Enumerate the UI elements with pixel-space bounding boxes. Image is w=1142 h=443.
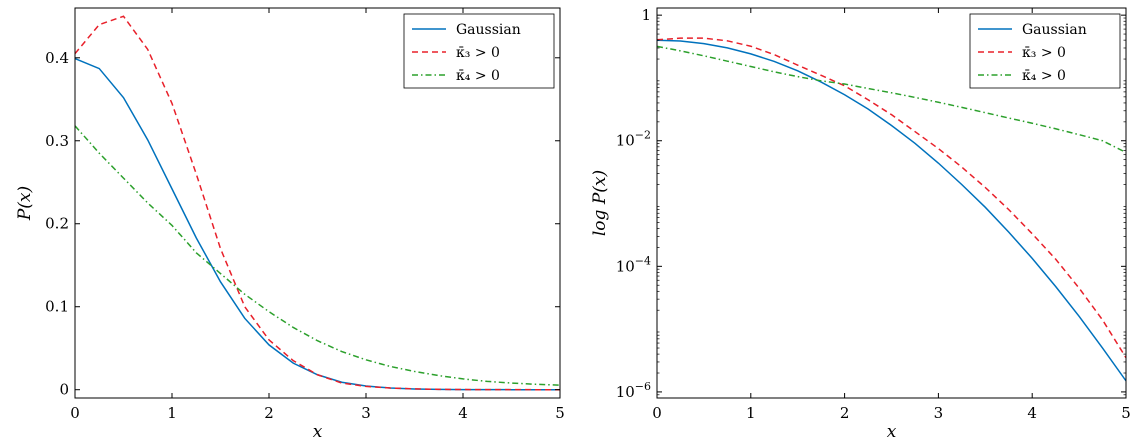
x-tick-label: 1 xyxy=(746,404,756,422)
plot-frame xyxy=(74,7,561,399)
y-tick-label: 0 xyxy=(59,381,69,399)
x-tick-label: 3 xyxy=(934,404,944,422)
legend: Gaussian κ̄₃ > 0 κ̄₄ > 0 xyxy=(403,13,555,89)
y-tick-label: 1 xyxy=(641,6,651,24)
x-tick-label: 0 xyxy=(70,404,80,422)
y-tick-label: 10−4 xyxy=(616,254,651,275)
chart-panel-1: 0 1 2 3 4 5 0 0.1 0.2 0.3 0.4 x P(x) Gaussian κ̄₃ > 0 κ… xyxy=(15,7,565,442)
x-tick-label: 3 xyxy=(361,404,371,422)
x-axis-label: x xyxy=(313,422,323,442)
legend-label-2: κ̄₃ > 0 xyxy=(1022,45,1066,61)
y-tick-label: 0.1 xyxy=(45,298,69,316)
y-axis-label: log P(x) xyxy=(590,170,610,236)
x-tick-label: 2 xyxy=(264,404,274,422)
chart-panel-2: 0 1 2 3 4 5 10−6 10−4 10−2 1 x log P(x) Gaussian κ̄₃ … xyxy=(590,6,1131,442)
series-line-1 xyxy=(657,39,1126,382)
legend-label-2: κ̄₃ > 0 xyxy=(456,45,500,61)
x-tick-label: 2 xyxy=(840,404,850,422)
series-line-3 xyxy=(657,45,1126,154)
y-tick-label: 0.2 xyxy=(45,215,69,233)
y-tick-label: 10−2 xyxy=(616,129,651,150)
legend-label-3: κ̄₄ > 0 xyxy=(456,68,500,84)
x-tick-label: 0 xyxy=(652,404,662,422)
legend-label-1: Gaussian xyxy=(1022,22,1087,38)
x-tick-label: 5 xyxy=(555,404,565,422)
legend: Gaussian κ̄₃ > 0 κ̄₄ > 0 xyxy=(969,13,1121,89)
y-axis-label: P(x) xyxy=(15,186,35,221)
legend-label-1: Gaussian xyxy=(456,22,521,38)
series-line-3 xyxy=(75,125,560,386)
y-tick-label: 0.4 xyxy=(45,49,69,67)
plot-frame xyxy=(656,7,1127,399)
x-tick-label: 5 xyxy=(1121,404,1131,422)
legend-label-3: κ̄₄ > 0 xyxy=(1022,68,1066,84)
x-tick-label: 4 xyxy=(1027,404,1037,422)
series-line-2 xyxy=(75,15,560,391)
x-tick-label: 1 xyxy=(167,404,177,422)
series-line-2 xyxy=(657,37,1126,359)
x-tick-label: 4 xyxy=(458,404,468,422)
y-tick-label: 10−6 xyxy=(616,380,651,401)
x-axis-label: x xyxy=(887,422,897,442)
y-tick-label: 0.3 xyxy=(45,132,69,150)
